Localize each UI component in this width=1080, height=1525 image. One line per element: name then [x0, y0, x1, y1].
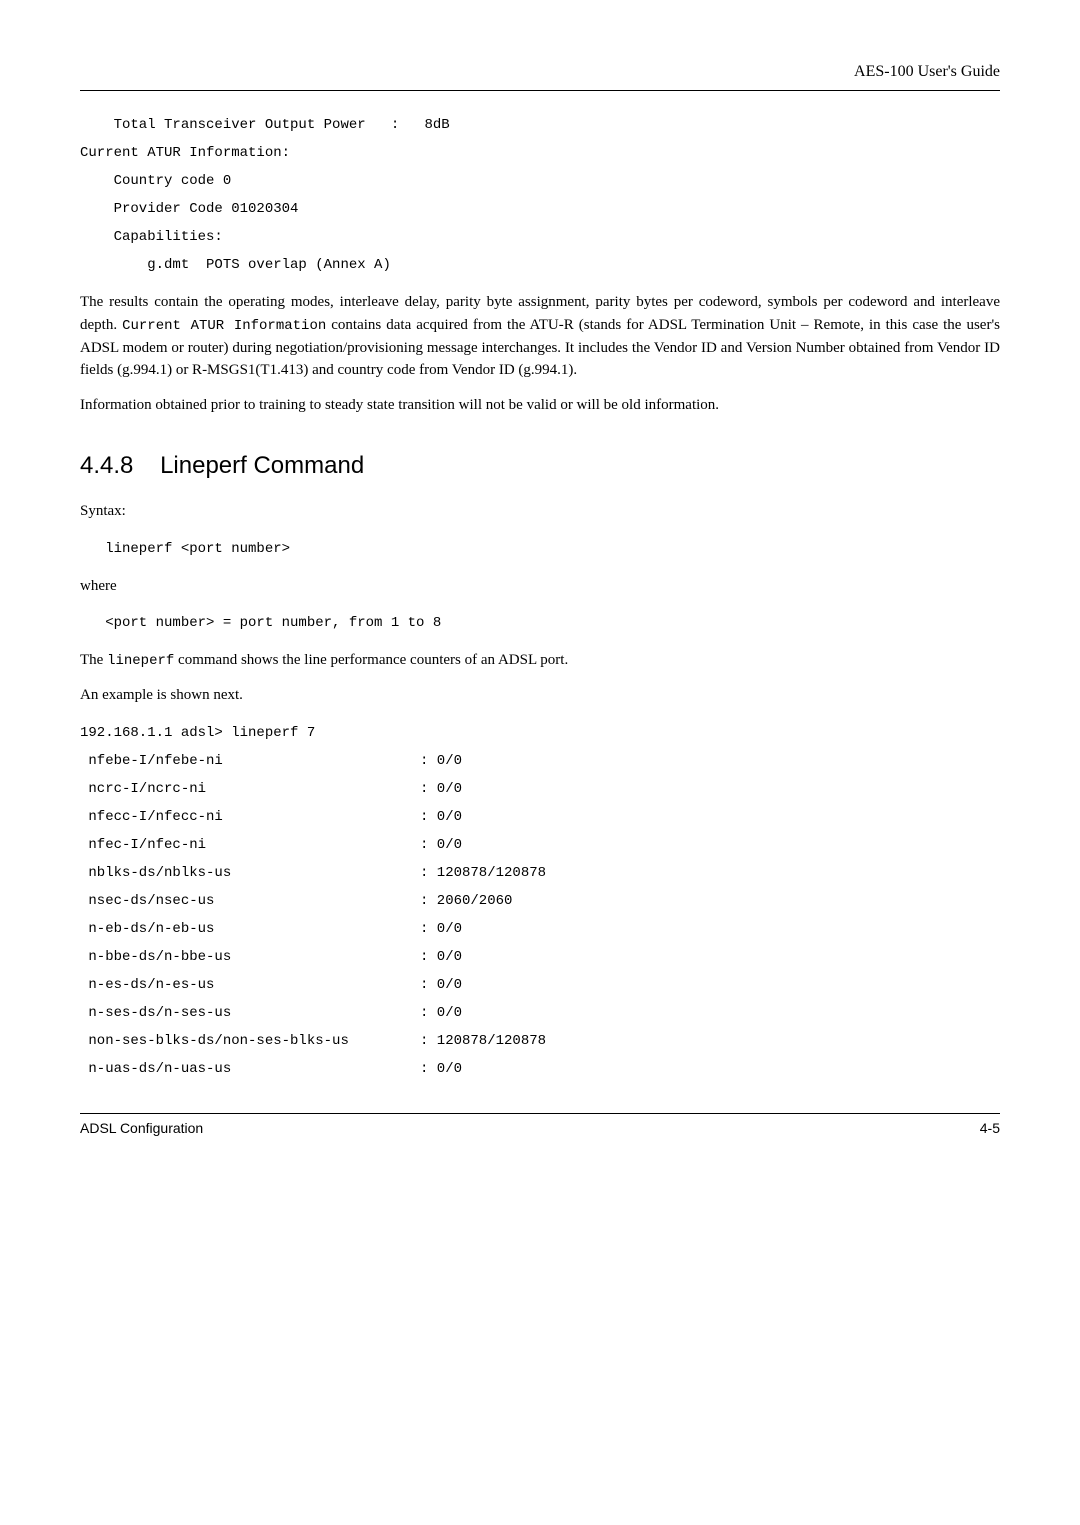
para-lineperf-c: command shows the line performance count… [174, 652, 568, 668]
output-row: nfecc-I/nfecc-ni: 0/0 [80, 803, 1000, 831]
output-row-label: non-ses-blks-ds/non-ses-blks-us [80, 1027, 420, 1055]
output-row-label: n-uas-ds/n-uas-us [80, 1055, 420, 1083]
section-heading: 4.4.8 Lineperf Command [80, 448, 1000, 484]
footer-right: 4-5 [980, 1118, 1000, 1139]
page-footer: ADSL Configuration 4-5 [80, 1113, 1000, 1139]
output-row-label: nblks-ds/nblks-us [80, 859, 420, 887]
para-results: The results contain the operating modes,… [80, 291, 1000, 382]
output-row: ncrc-I/ncrc-ni: 0/0 [80, 775, 1000, 803]
inline-code-current-atur: Current ATUR Information [122, 318, 326, 334]
output-row-label: ncrc-I/ncrc-ni [80, 775, 420, 803]
output-row: nsec-ds/nsec-us: 2060/2060 [80, 887, 1000, 915]
para-example-intro: An example is shown next. [80, 684, 1000, 707]
output-row-label: n-ses-ds/n-ses-us [80, 999, 420, 1027]
output-row-value: : 0/0 [420, 803, 462, 831]
output-row-value: : 0/0 [420, 747, 462, 775]
output-row-value: : 120878/120878 [420, 1027, 546, 1055]
section-number: 4.4.8 [80, 452, 133, 479]
output-row: n-eb-ds/n-eb-us: 0/0 [80, 915, 1000, 943]
output-row-label: nfebe-I/nfebe-ni [80, 747, 420, 775]
header-title: AES-100 User's Guide [854, 63, 1000, 80]
output-row: non-ses-blks-ds/non-ses-blks-us : 120878… [80, 1027, 1000, 1055]
syntax-code: lineperf <port number> [80, 535, 1000, 563]
output-row-label: nfecc-I/nfecc-ni [80, 803, 420, 831]
inline-code-lineperf: lineperf [107, 653, 174, 669]
output-row-value: : 2060/2060 [420, 887, 512, 915]
output-row-value: : 0/0 [420, 1055, 462, 1083]
footer-left: ADSL Configuration [80, 1118, 203, 1139]
output-row-label: n-bbe-ds/n-bbe-us [80, 943, 420, 971]
para-lineperf-desc: The lineperf command shows the line perf… [80, 649, 1000, 672]
output-row: nblks-ds/nblks-us: 120878/120878 [80, 859, 1000, 887]
output-row-label: nsec-ds/nsec-us [80, 887, 420, 915]
output-row-label: n-eb-ds/n-eb-us [80, 915, 420, 943]
para-lineperf-a: The [80, 652, 107, 668]
where-label: where [80, 575, 1000, 598]
section-title: Lineperf Command [160, 452, 364, 479]
output-row: n-ses-ds/n-ses-us: 0/0 [80, 999, 1000, 1027]
output-row: n-uas-ds/n-uas-us: 0/0 [80, 1055, 1000, 1083]
output-row: n-bbe-ds/n-bbe-us: 0/0 [80, 943, 1000, 971]
page-header: AES-100 User's Guide [80, 60, 1000, 91]
output-row-value: : 0/0 [420, 775, 462, 803]
output-row-label: nfec-I/nfec-ni [80, 831, 420, 859]
example-header-line: 192.168.1.1 adsl> lineperf 7 [80, 719, 1000, 747]
output-row-value: : 120878/120878 [420, 859, 546, 887]
output-row: nfec-I/nfec-ni: 0/0 [80, 831, 1000, 859]
example-output: 192.168.1.1 adsl> lineperf 7 nfebe-I/nfe… [80, 719, 1000, 1083]
output-row-value: : 0/0 [420, 915, 462, 943]
syntax-label: Syntax: [80, 500, 1000, 523]
where-code: <port number> = port number, from 1 to 8 [80, 609, 1000, 637]
output-row: nfebe-I/nfebe-ni: 0/0 [80, 747, 1000, 775]
para-info-prior: Information obtained prior to training t… [80, 394, 1000, 417]
output-row-value: : 0/0 [420, 999, 462, 1027]
output-row-value: : 0/0 [420, 943, 462, 971]
output-row-value: : 0/0 [420, 971, 462, 999]
output-row: n-es-ds/n-es-us: 0/0 [80, 971, 1000, 999]
output-row-value: : 0/0 [420, 831, 462, 859]
code-transceiver-block: Total Transceiver Output Power : 8dB Cur… [80, 111, 1000, 279]
output-row-label: n-es-ds/n-es-us [80, 971, 420, 999]
